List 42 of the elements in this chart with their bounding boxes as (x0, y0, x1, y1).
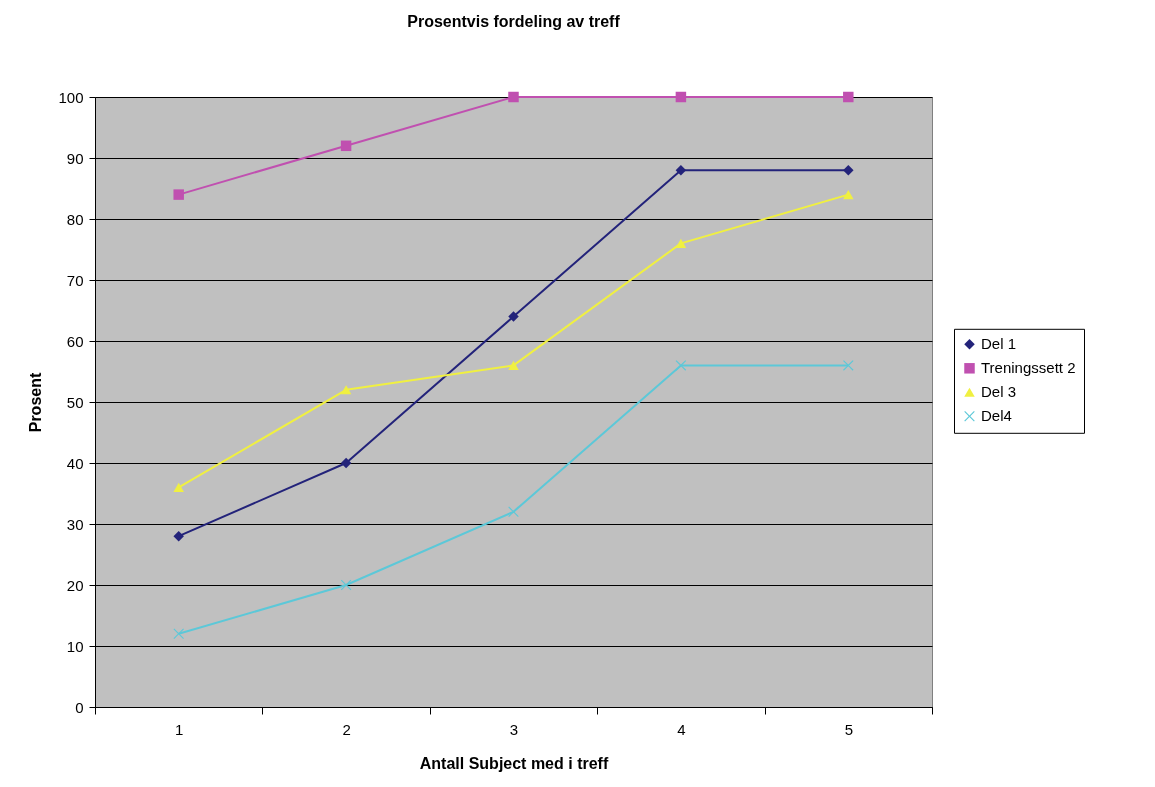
point (340, 385, 352, 395)
y-tick-label: 0 (75, 698, 84, 716)
y-axis-title: Prosent (27, 372, 45, 433)
y-tick-label: 30 (66, 515, 84, 533)
x-tick-label: 4 (677, 720, 686, 738)
y-tick-label: 20 (66, 576, 84, 594)
point (675, 164, 687, 176)
y-tick-label: 100 (58, 88, 84, 106)
y-tick-label: 10 (66, 637, 84, 655)
point (843, 91, 854, 103)
y-tick-label: 80 (66, 210, 84, 228)
legend-label: Del 3 (981, 383, 1017, 401)
point (508, 506, 519, 518)
chart-title: Prosentvis fordeling av treff (407, 13, 621, 30)
x-axis-title: Antall Subject med i treff (419, 754, 609, 772)
point (675, 91, 687, 103)
point (508, 360, 519, 370)
x-tick-label: 5 (844, 720, 853, 738)
point (340, 140, 352, 152)
point (508, 91, 519, 103)
point (508, 311, 519, 322)
legend-label: Del 1 (981, 335, 1017, 353)
point (340, 457, 352, 469)
y-tick-label: 90 (66, 149, 84, 167)
point (173, 530, 184, 542)
x-tick-label: 2 (342, 720, 351, 738)
y-tick-label: 70 (66, 271, 84, 289)
y-tick-label: 60 (66, 332, 84, 350)
point (675, 360, 687, 371)
point (843, 164, 854, 176)
point (843, 190, 854, 200)
x-tick-label: 3 (509, 720, 519, 738)
point (173, 189, 184, 200)
point (173, 482, 184, 492)
x-tick-label: 1 (175, 720, 184, 738)
point (675, 238, 687, 248)
y-tick-label: 40 (66, 454, 84, 472)
point (173, 628, 184, 640)
legend-label: Treningssett 2 (981, 359, 1076, 377)
legend-label: Del4 (981, 407, 1012, 425)
point (843, 360, 854, 371)
y-tick-label: 50 (66, 393, 84, 411)
